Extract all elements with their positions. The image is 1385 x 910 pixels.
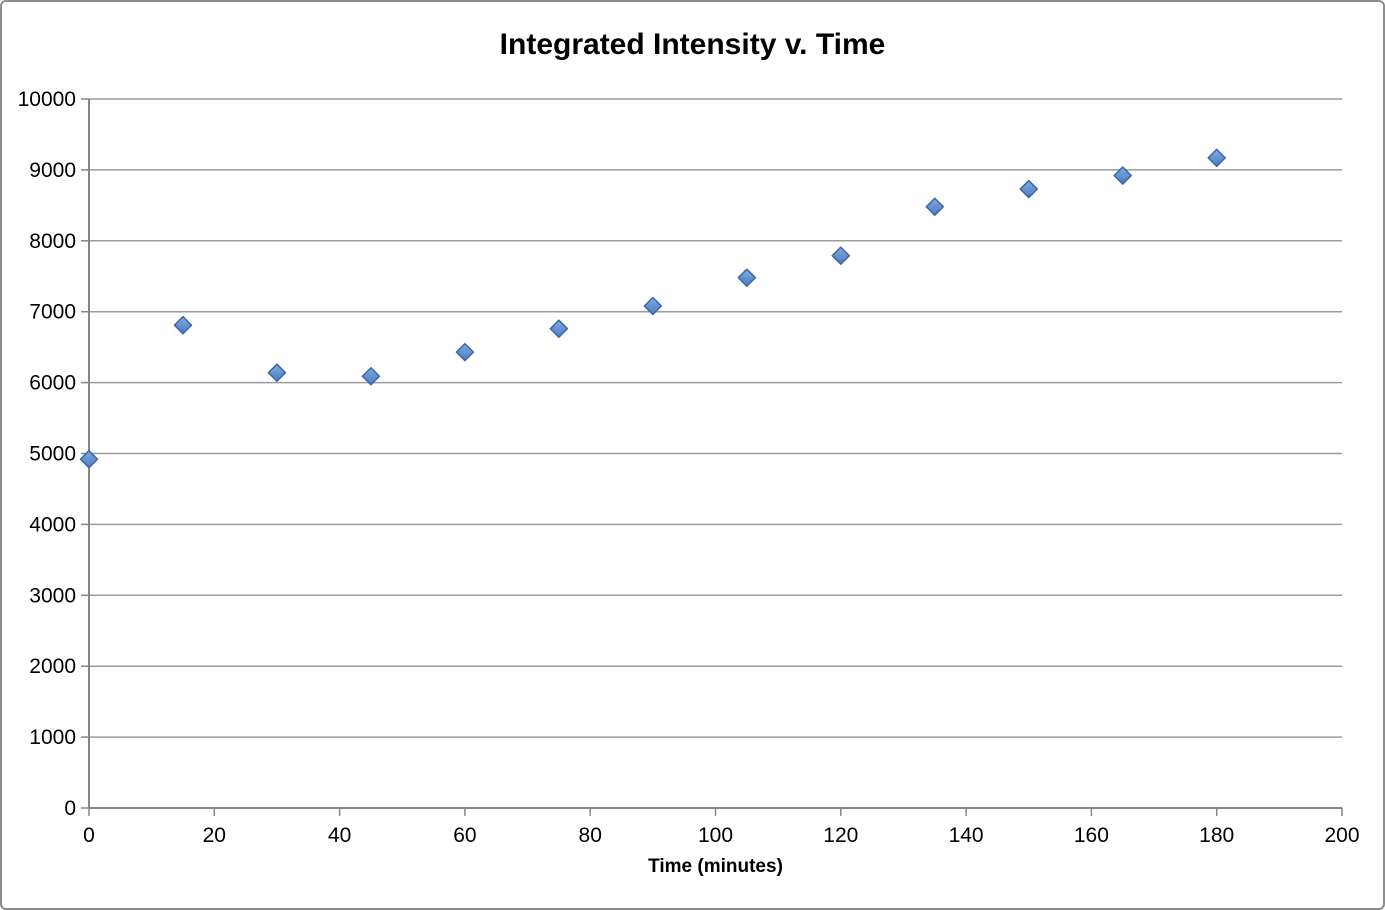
- data-point-marker: [643, 296, 663, 316]
- y-tick-label: 3000: [29, 584, 76, 607]
- x-axis-title: Time (minutes): [648, 856, 783, 877]
- y-tick-label: 0: [64, 797, 76, 820]
- data-point-marker: [831, 246, 851, 265]
- x-tick-label: 100: [698, 824, 733, 847]
- y-tick-label: 8000: [29, 230, 76, 253]
- x-tick-label: 200: [1324, 824, 1359, 847]
- x-tick-label: 40: [328, 824, 351, 847]
- y-tick-label: 10000: [18, 88, 76, 111]
- data-point-marker: [1207, 148, 1226, 168]
- data-point-marker: [173, 315, 193, 335]
- x-tick-label: 80: [579, 824, 602, 847]
- data-point-marker: [1019, 179, 1038, 199]
- y-tick-label: 2000: [29, 655, 76, 678]
- y-tick-label: 9000: [29, 159, 76, 182]
- x-tick-label: 0: [83, 824, 95, 847]
- x-tick-label: 60: [453, 824, 476, 847]
- y-tick-label: 1000: [29, 726, 76, 749]
- y-tick-label: 5000: [29, 443, 76, 466]
- y-tick-label: 6000: [29, 372, 76, 395]
- data-point-marker: [455, 342, 475, 362]
- data-point-marker: [79, 449, 99, 469]
- x-tick-label: 120: [823, 824, 858, 847]
- x-tick-label: 20: [203, 824, 226, 847]
- x-tick-label: 140: [949, 824, 984, 847]
- data-point-marker: [1113, 166, 1132, 185]
- data-point-marker: [361, 366, 381, 386]
- y-tick-label: 7000: [29, 301, 76, 324]
- data-point-marker: [737, 268, 757, 287]
- chart-title: Integrated Intensity v. Time: [499, 28, 886, 61]
- x-tick-label: 160: [1074, 824, 1109, 847]
- x-tick-label: 180: [1199, 824, 1234, 847]
- data-point-marker: [925, 197, 945, 217]
- data-point-marker: [549, 319, 569, 338]
- y-tick-label: 4000: [29, 513, 76, 536]
- data-point-marker: [267, 363, 287, 382]
